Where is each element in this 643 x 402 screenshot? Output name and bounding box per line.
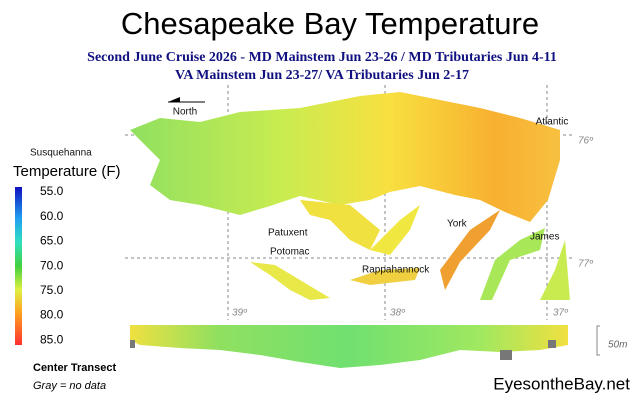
- grid-label: 76º: [578, 136, 594, 147]
- grid-label: 37º: [553, 308, 569, 319]
- map-labels: North Susquehanna Atlantic Patuxent York…: [30, 97, 594, 319]
- grid-label: 77º: [578, 259, 594, 270]
- legend-tick: 65.0: [40, 234, 64, 248]
- color-bar: [15, 187, 22, 345]
- subtitle: VA Mainstem Jun 23-27/ VA Tributaries Ju…: [175, 68, 469, 83]
- map-label: Patuxent: [268, 228, 308, 239]
- title: Chesapeake Bay Temperature: [121, 6, 539, 41]
- map-label: Atlantic: [536, 117, 569, 128]
- legend-title: Temperature (F): [13, 163, 121, 180]
- legend-tick: 85.0: [40, 332, 64, 346]
- map-label: York: [447, 219, 468, 230]
- grid-label: 39º: [232, 308, 248, 319]
- transect: 50m Center Transect Gray = no data: [33, 325, 627, 392]
- map-label: Rappahannock: [362, 265, 430, 276]
- legend-tick: 75.0: [40, 283, 64, 297]
- map-label: Susquehanna: [30, 148, 92, 159]
- credit: EyesontheBay.net: [493, 374, 630, 393]
- transect-title: Center Transect: [33, 362, 116, 374]
- legend-tick: 55.0: [40, 184, 64, 198]
- legend: Temperature (F) 55.0 60.0 65.0 70.0 75.0 80.0…: [13, 163, 121, 346]
- grid-label: 38º: [390, 308, 406, 319]
- legend-tick: 70.0: [40, 258, 64, 272]
- legend-tick: 60.0: [40, 209, 64, 223]
- legend-tick: 80.0: [40, 308, 64, 322]
- bay-map: [130, 92, 570, 300]
- subtitle: Second June Cruise 2026 - MD Mainstem Ju…: [87, 50, 557, 65]
- map-label: James: [530, 232, 559, 243]
- transect-note: Gray = no data: [33, 380, 106, 392]
- north-arrow: [168, 97, 180, 102]
- depth-label: 50m: [608, 340, 627, 351]
- map-label: Potomac: [270, 247, 309, 258]
- map-label: North: [173, 107, 197, 118]
